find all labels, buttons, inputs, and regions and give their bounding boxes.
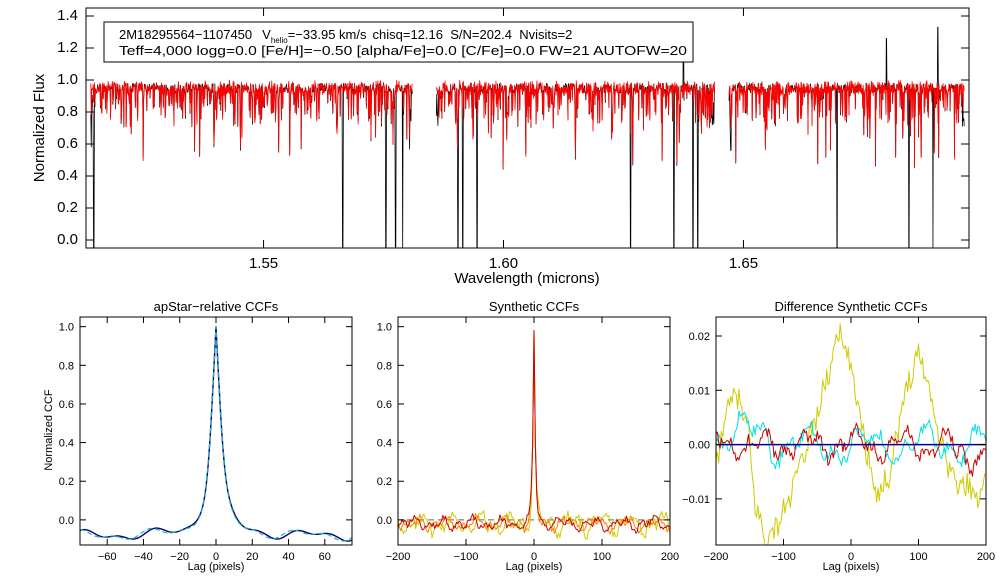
synthetic-ccf-plot-area <box>397 330 671 540</box>
apstar-ccf-y-tick-label: 0.8 <box>59 360 74 372</box>
apstar-ccf-x-tick-label: 20 <box>246 551 258 563</box>
difference-ccf-line-2 <box>716 410 986 470</box>
apstar-ccf-y-axis-label: Normalized CCF <box>43 389 55 471</box>
spectrum-plot-area <box>90 26 965 248</box>
difference-ccf-ticks: −200 −100 0 100 200 −0.01 0.00 0.01 0.02 <box>682 317 995 563</box>
spectrum-y-axis-label: Normalized Flux <box>31 73 48 182</box>
synthetic-ccf-y-tick-label: 0.4 <box>377 438 392 450</box>
spectrum-axes-frame <box>85 7 970 249</box>
spectrum-synthetic-chip-3 <box>728 80 965 169</box>
apstar-ccf-panel: −60 −40 −20 0 20 40 60 0.0 0.2 0.4 0.6 0.8 1.0 apSta… <box>43 299 353 573</box>
synthetic-ccf-ticks: −200 −100 0 100 200 0.0 0.2 0.4 0.6 0.8 1.0 <box>377 317 679 563</box>
spectrum-y-tick-label: 1.2 <box>57 39 78 56</box>
spectrum-y-tick-label: 0.2 <box>57 199 78 216</box>
apstar-ccf-x-tick-label: 60 <box>319 551 331 563</box>
spectrum-observed-chip-1 <box>90 82 413 248</box>
synthetic-ccf-y-tick-label: 1.0 <box>377 322 392 334</box>
synthetic-ccf-y-tick-label: 0.8 <box>377 360 392 372</box>
difference-ccf-plot-area <box>716 323 986 545</box>
synthetic-ccf-x-axis-label: Lag (pixels) <box>506 561 563 573</box>
synthetic-ccf-x-tick-label: −100 <box>454 551 479 563</box>
apstar-ccf-plot-area <box>79 325 353 542</box>
difference-ccf-x-axis-label: Lag (pixels) <box>823 561 880 573</box>
difference-ccf-x-tick-label: 100 <box>909 551 927 563</box>
synthetic-ccf-title: Synthetic CCFs <box>489 299 580 314</box>
spectrum-annotation-line2: Teff=4,000 logg=0.0 [Fe/H]=−0.50 [alpha/… <box>119 43 687 58</box>
synthetic-ccf-x-tick-label: 200 <box>661 551 679 563</box>
synthetic-ccf-y-tick-label: 0.2 <box>377 476 392 488</box>
apstar-ccf-x-tick-label: 0 <box>213 551 219 563</box>
spectrum-y-tick-label: 0.0 <box>57 231 78 248</box>
spectrum-x-tick-label: 1.65 <box>729 255 758 272</box>
difference-ccf-y-tick-label: 0.01 <box>689 385 710 397</box>
apstar-ccf-y-tick-label: 0.2 <box>59 476 74 488</box>
vhelio-symbol: V <box>262 27 271 42</box>
spectrum-x-tick-label: 1.60 <box>489 255 518 272</box>
difference-ccf-title: Difference Synthetic CCFs <box>775 299 928 314</box>
spectrum-synthetic-chip-1 <box>90 79 413 162</box>
apstar-ccf-axes-frame <box>79 316 353 546</box>
apstar-ccf-line-1 <box>79 325 353 542</box>
apstar-ccf-y-tick-label: 0.0 <box>59 515 74 527</box>
spectrum-x-tick-label: 1.55 <box>249 255 278 272</box>
spectrum-y-tick-label: 0.8 <box>57 103 78 120</box>
spectrum-y-tick-label: 1.0 <box>57 71 78 88</box>
spectrum-annotation-box <box>103 21 694 63</box>
spectrum-annotation-line1: 2M18295564−1107450 Vhelio=−33.95 km/s chis… <box>119 27 572 45</box>
apstar-ccf-x-tick-label: 40 <box>282 551 294 563</box>
difference-ccf-panel: −200 −100 0 100 200 −0.01 0.00 0.01 0.02 Differe… <box>682 299 995 573</box>
synthetic-ccf-x-tick-label: −200 <box>386 551 411 563</box>
difference-ccf-x-tick-label: −100 <box>771 551 796 563</box>
synthetic-ccf-panel: −200 −100 0 100 200 0.0 0.2 0.4 0.6 0.8 1.0 Synthe… <box>377 299 679 573</box>
apstar-ccf-ticks: −60 −40 −20 0 20 40 60 0.0 0.2 0.4 0.6 0.8 1.0 <box>59 317 352 563</box>
spectrum-synthetic-chip-2 <box>435 79 716 169</box>
synthetic-ccf-y-tick-label: 0.0 <box>377 515 392 527</box>
difference-ccf-axes-frame <box>715 316 987 546</box>
spectrum-x-axis-label: Wavelength (microns) <box>454 270 599 287</box>
difference-ccf-line-1 <box>716 323 986 545</box>
synthetic-ccf-line-3 <box>397 330 671 534</box>
vhelio-subscript: helio <box>271 36 288 45</box>
difference-ccf-y-tick-label: 0.02 <box>689 331 710 343</box>
difference-ccf-x-tick-label: −200 <box>704 551 729 563</box>
apstar-ccf-x-tick-label: −60 <box>98 551 117 563</box>
difference-ccf-x-tick-label: 0 <box>848 551 854 563</box>
spectrum-panel: 1.55 1.60 1.65 0.0 0.2 0.4 0.6 0.8 1.0 1.2 1.4 2M1… <box>31 7 970 287</box>
apstar-ccf-x-tick-label: −40 <box>134 551 153 563</box>
apstar-ccf-x-axis-label: Lag (pixels) <box>188 561 245 573</box>
fit-stats: chisq=12.16 S/N=202.4 Nvisits=2 <box>373 27 573 42</box>
apstar-ccf-line-2 <box>79 326 353 542</box>
apstar-ccf-y-tick-label: 1.0 <box>59 322 74 334</box>
difference-ccf-line-3 <box>716 422 986 477</box>
synthetic-ccf-y-tick-label: 0.6 <box>377 399 392 411</box>
difference-ccf-y-tick-label: −0.01 <box>682 494 710 506</box>
synthetic-ccf-x-tick-label: 0 <box>531 551 537 563</box>
spectrum-y-tick-label: 0.6 <box>57 135 78 152</box>
synthetic-ccf-x-tick-label: 100 <box>593 551 611 563</box>
spectrum-y-tick-label: 0.4 <box>57 167 78 184</box>
difference-ccf-lines <box>716 323 986 545</box>
spectrum-lines <box>90 26 965 248</box>
spectrum-observed-chip-3 <box>728 26 965 248</box>
apstar-ccf-title: apStar−relative CCFs <box>154 299 279 314</box>
difference-ccf-x-tick-label: 200 <box>977 551 995 563</box>
apstar-ccf-x-tick-label: −20 <box>170 551 189 563</box>
apstar-ccf-y-tick-label: 0.4 <box>59 438 74 450</box>
apstar-ccf-y-tick-label: 0.6 <box>59 399 74 411</box>
star-id: 2M18295564−1107450 <box>119 27 252 42</box>
spectrum-y-tick-label: 1.4 <box>57 7 78 24</box>
difference-ccf-y-tick-label: 0.00 <box>689 440 710 452</box>
vhelio-value: =−33.95 km/s <box>288 27 367 42</box>
spectrum-ticks: 1.55 1.60 1.65 0.0 0.2 0.4 0.6 0.8 1.0 1.2 1.4 <box>57 7 969 272</box>
